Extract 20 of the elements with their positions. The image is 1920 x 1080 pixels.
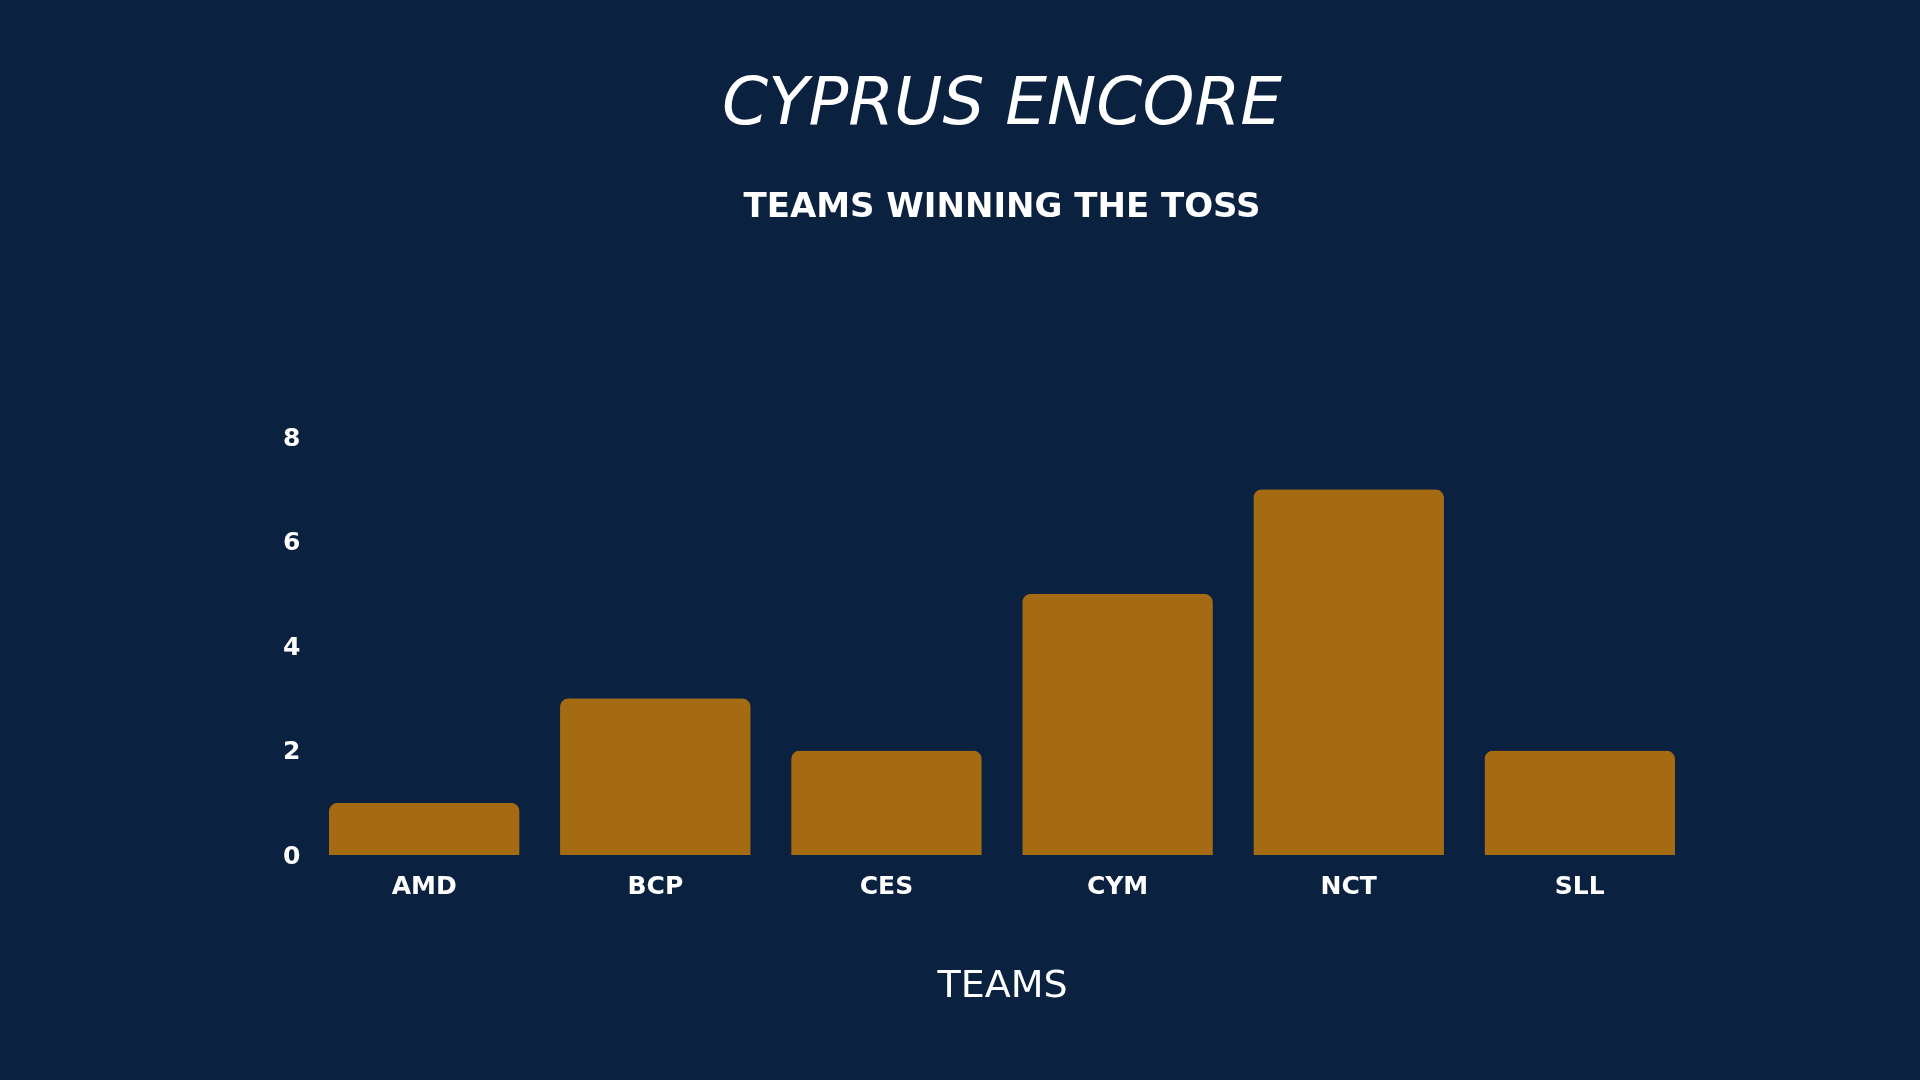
x-axis-title: TEAMS [936, 961, 1068, 1006]
x-tick-label: CYM [1086, 870, 1149, 900]
bar [560, 698, 751, 855]
y-tick-label: 2 [283, 736, 301, 765]
bar [328, 802, 520, 855]
x-tick-label: BCP [627, 870, 684, 900]
bar [1022, 593, 1213, 855]
bar [791, 750, 982, 855]
x-tick-label: CES [859, 870, 914, 900]
bar [1253, 489, 1444, 855]
bar [1484, 750, 1676, 855]
x-tick-label: SLL [1554, 870, 1605, 900]
x-tick-label: NCT [1320, 870, 1377, 900]
y-tick-label: 6 [283, 527, 301, 556]
chart-subtitle: TEAMS WINNING THE TOSS [743, 185, 1261, 225]
chart-title: CYPRUS ENCORE [722, 63, 1283, 140]
x-tick-label: AMD [391, 870, 457, 900]
y-tick-label: 8 [283, 422, 301, 452]
y-tick-label: 0 [283, 840, 301, 870]
y-tick-label: 4 [283, 631, 301, 661]
